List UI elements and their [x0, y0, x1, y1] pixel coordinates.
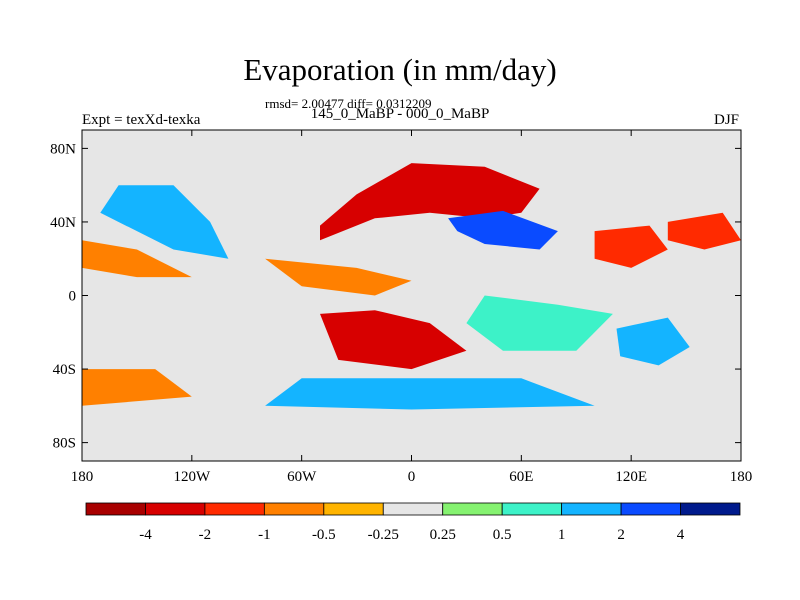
colorbar-label: -2	[199, 527, 212, 543]
region-west-pacific-red	[667, 212, 741, 250]
stats-line: rmsd= 2.00477 diff= 0.0312209	[265, 96, 432, 111]
colorbar-box	[501, 502, 563, 516]
x-tick-label: 180	[730, 469, 753, 485]
colorbar-box	[442, 502, 503, 516]
y-tick-label: 0	[69, 289, 77, 305]
region-indian-ocean-teal	[466, 295, 613, 351]
region-north-america-blue	[100, 185, 229, 259]
region-south-atlantic	[320, 310, 467, 370]
y-tick-label: 80N	[50, 141, 76, 157]
colorbar-label: 4	[677, 527, 685, 543]
colorbar-box	[263, 502, 325, 516]
region-australia-blue	[616, 317, 690, 366]
chart-title: Evaporation (in mm/day)	[243, 52, 557, 87]
region-central-asia-high	[448, 210, 558, 250]
y-tick-label: 40N	[50, 215, 76, 231]
colorbar-label: -4	[139, 527, 152, 543]
region-south-asia	[594, 225, 668, 268]
region-north-pacific-orange	[82, 240, 192, 278]
region-eurasia	[320, 163, 540, 241]
x-tick-label: 60E	[509, 469, 533, 485]
experiment-subtitle: 145_0_MaBP - 000_0_MaBP	[310, 106, 490, 122]
x-tick-label: 0	[408, 469, 416, 485]
colorbar-label: -1	[258, 527, 271, 543]
x-tick-label: 180	[71, 469, 94, 485]
season-label: DJF	[713, 112, 739, 128]
colorbar-label: 2	[617, 527, 625, 543]
colorbar-label: 0.25	[430, 527, 456, 543]
region-southern-ocean-cyan	[265, 378, 595, 410]
x-tick-label: 60W	[287, 469, 317, 485]
colorbar-label: -0.5	[312, 527, 336, 543]
colorbar-box	[561, 502, 622, 516]
y-tick-label: 80S	[53, 436, 76, 452]
colorbar-box	[620, 502, 681, 516]
colorbar-box	[680, 502, 741, 516]
x-tick-label: 120E	[615, 469, 647, 485]
region-tropical-atlantic-orange	[265, 258, 412, 296]
colorbar-box	[382, 502, 444, 516]
experiment-label: Expt = texXd-texka	[82, 112, 201, 128]
colorbar-label: 1	[558, 527, 566, 543]
colorbar-box	[204, 502, 265, 516]
x-tick-label: 120W	[173, 469, 211, 485]
y-tick-label: 40S	[53, 362, 76, 378]
colorbar-label: 0.5	[493, 527, 512, 543]
region-south-pacific-orange	[82, 369, 192, 406]
colorbar-box	[145, 502, 206, 516]
colorbar-label: -0.25	[368, 527, 399, 543]
colorbar-box	[323, 502, 384, 516]
colorbar-box	[85, 502, 146, 516]
